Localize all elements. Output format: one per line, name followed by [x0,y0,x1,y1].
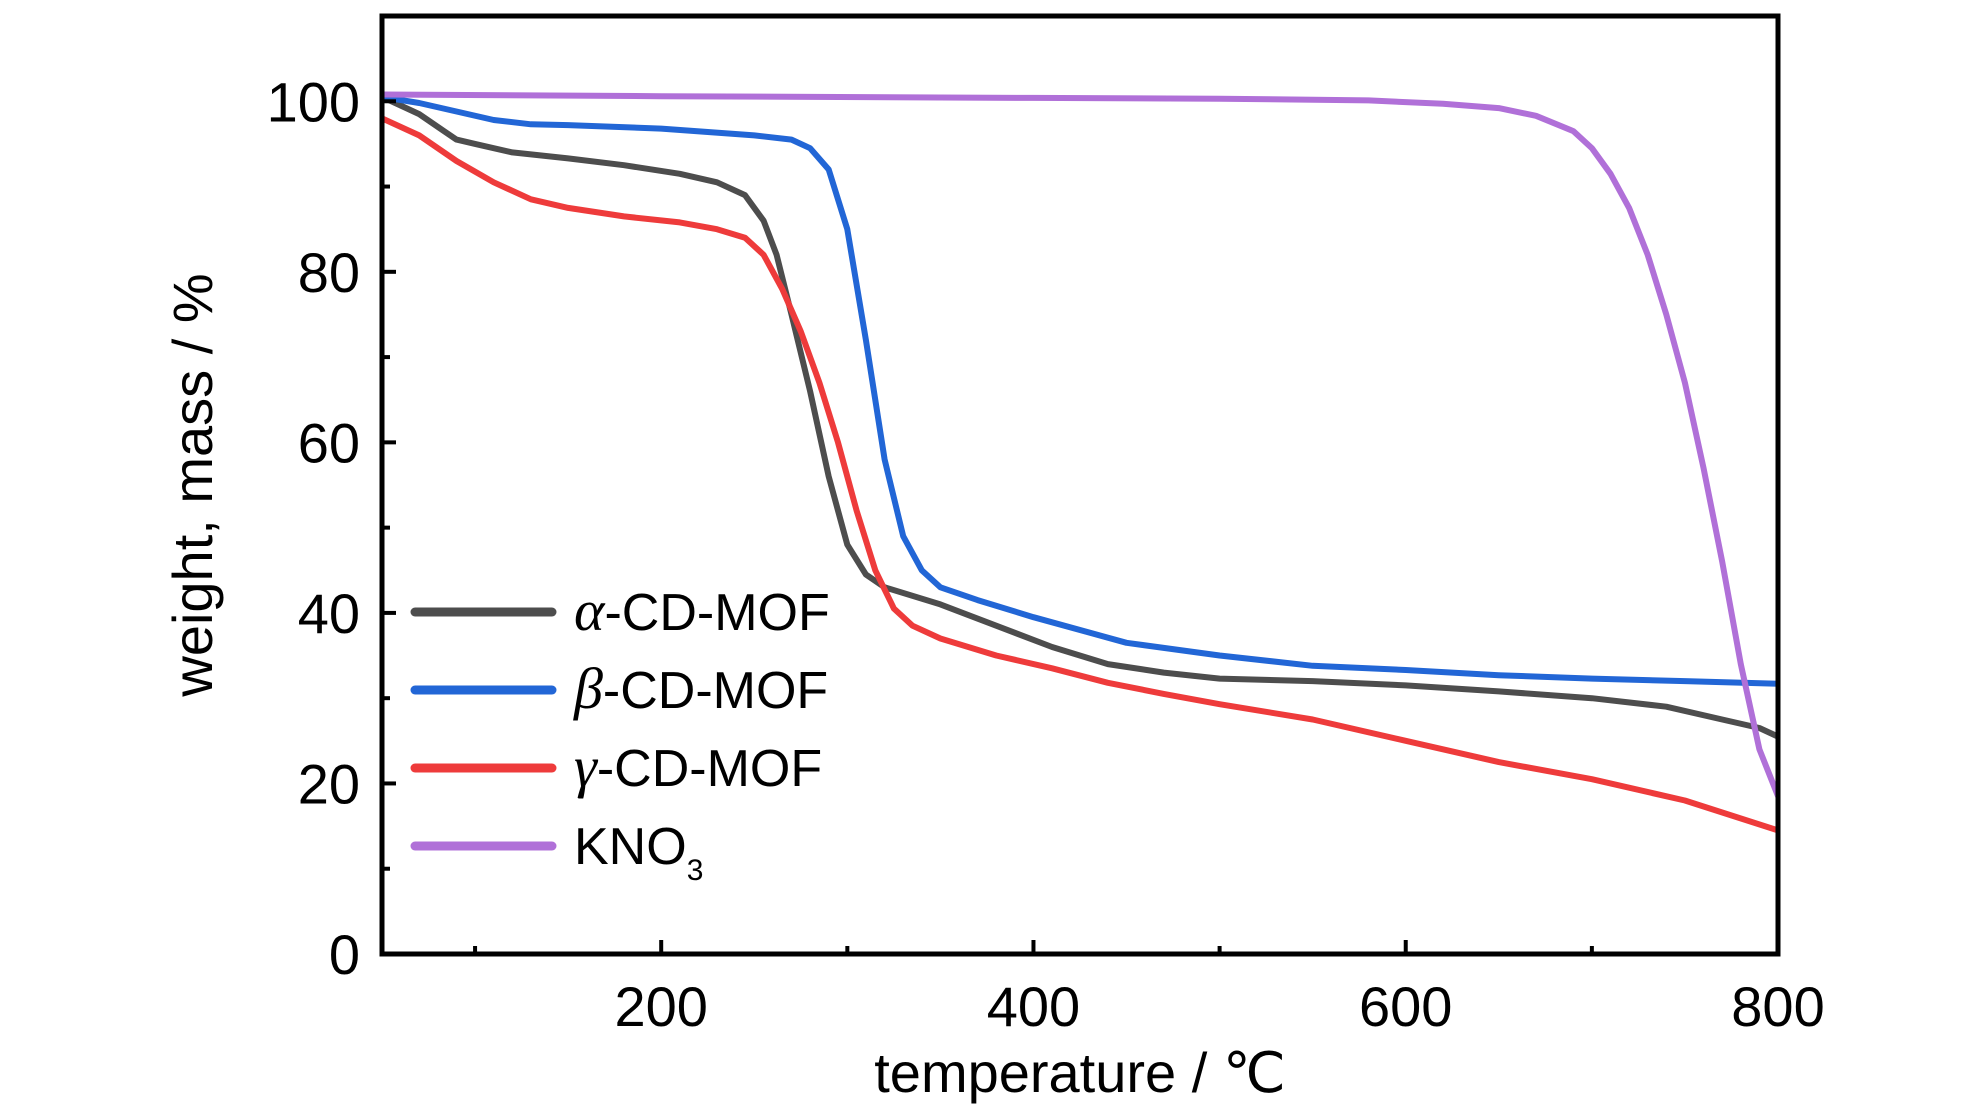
legend-label-2: γ-CD-MOF [574,734,822,799]
y-tick-label: 80 [298,241,360,304]
legend-label-0: α-CD-MOF [574,578,830,643]
y-tick-label: 40 [298,582,360,645]
series-line-3 [382,91,1778,800]
x-axis-label: temperature / ℃ [874,1041,1286,1104]
x-tick-label: 800 [1731,975,1824,1038]
x-tick-label: 400 [987,975,1080,1038]
y-tick-label: 0 [329,923,360,986]
ticks-layer: 0 20 40 60 80 100 200 400 600 800 [267,70,1825,1038]
y-tick-label: 100 [267,70,360,133]
legend-label-1: β-CD-MOF [573,656,828,721]
plot-frame [379,13,1781,957]
x-tick-label: 200 [614,975,707,1038]
x-tick-label: 600 [1359,975,1452,1038]
y-axis-label: weight, mass / % [161,273,224,697]
series-layer [382,91,1778,834]
series-line-0 [382,94,1778,740]
y-tick-label: 60 [298,411,360,474]
legend: α-CD-MOF β-CD-MOF γ-CD-MOF KNO3 [410,578,830,887]
series-line-2 [382,115,1778,834]
y-tick-label: 20 [298,752,360,815]
legend-label-3: KNO3 [574,818,703,887]
series-line-1 [382,94,1778,687]
